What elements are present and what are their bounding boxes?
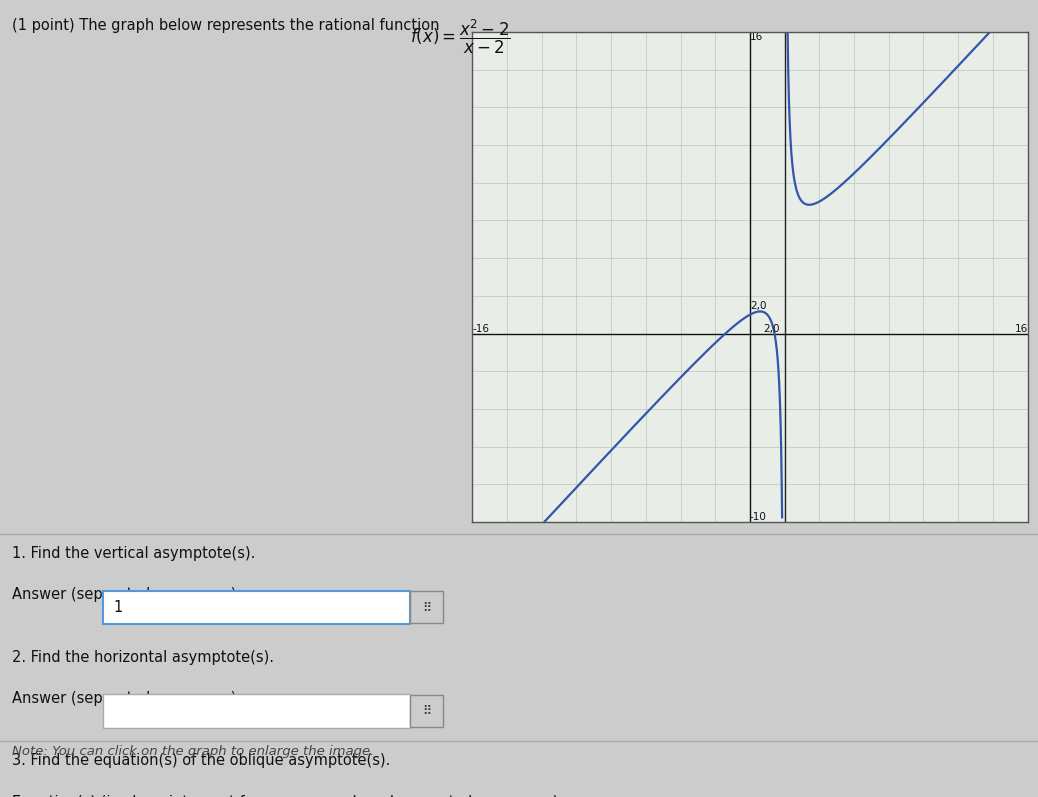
Text: $f(x)=\dfrac{x^2-2}{x-2}$: $f(x)=\dfrac{x^2-2}{x-2}$: [410, 18, 511, 56]
Text: 16: 16: [749, 32, 763, 42]
Text: Answer (separate by commas): y =: Answer (separate by commas): y =: [12, 691, 272, 706]
Text: Note: You can click on the graph to enlarge the image.: Note: You can click on the graph to enla…: [12, 745, 375, 758]
Text: 2,0: 2,0: [749, 301, 766, 312]
Text: ⠿: ⠿: [422, 601, 431, 614]
Text: 16: 16: [1014, 324, 1028, 333]
Text: 3. Find the equation(s) of the oblique asymptote(s).: 3. Find the equation(s) of the oblique a…: [12, 753, 391, 768]
Text: 2,0: 2,0: [763, 324, 780, 333]
Text: Equation(s) (in slope-intercept form y = mx + b and separate by commas): Equation(s) (in slope-intercept form y =…: [12, 795, 558, 797]
Text: -16: -16: [472, 324, 489, 333]
Text: 1: 1: [113, 600, 122, 614]
Text: (1 point) The graph below represents the rational function: (1 point) The graph below represents the…: [12, 18, 444, 33]
Text: -10: -10: [749, 512, 767, 522]
Text: 1. Find the vertical asymptote(s).: 1. Find the vertical asymptote(s).: [12, 546, 255, 561]
Text: ⠿: ⠿: [422, 705, 431, 717]
Text: 2. Find the horizontal asymptote(s).: 2. Find the horizontal asymptote(s).: [12, 650, 274, 665]
Text: Answer (separate by commas): x =: Answer (separate by commas): x =: [12, 587, 272, 603]
